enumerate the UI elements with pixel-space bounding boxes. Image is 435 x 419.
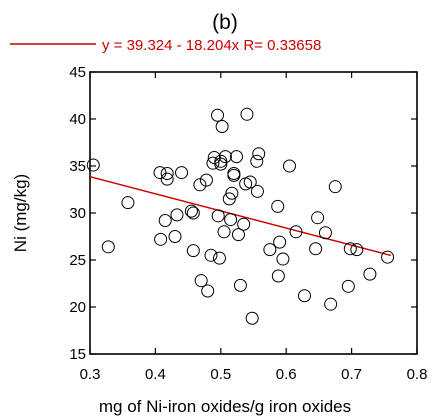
data-point: [186, 206, 200, 220]
data-point: [211, 209, 225, 223]
data-point: [282, 159, 296, 173]
data-point: [206, 156, 220, 170]
regression-line: [89, 176, 392, 257]
data-point: [229, 150, 243, 164]
data-points: [86, 107, 395, 325]
x-tick-label: 0.5: [210, 366, 231, 383]
data-point: [217, 225, 231, 239]
data-point: [381, 250, 395, 264]
y-axis-label: Ni (mg/kg): [11, 174, 30, 252]
data-point: [276, 252, 290, 266]
y-tick-label: 15: [69, 346, 86, 363]
legend-fit-label: y = 39.324 - 18.204x R= 0.33658: [102, 37, 321, 54]
data-point: [271, 269, 285, 283]
x-tick-label: 0.3: [80, 366, 101, 383]
data-point: [252, 147, 266, 161]
data-point: [218, 150, 232, 164]
data-point: [324, 297, 338, 311]
data-point: [227, 167, 241, 181]
data-point: [318, 226, 332, 240]
data-point: [343, 242, 357, 256]
data-point: [186, 244, 200, 258]
axis-ticks: 0.3 0.4 0.5 0.6 0.7 0.8 15 20 25 30 35 40 45: [69, 64, 427, 383]
data-point: [201, 284, 215, 298]
data-point: [298, 289, 312, 303]
data-point: [341, 279, 355, 293]
data-point: [250, 184, 264, 198]
data-point: [160, 167, 174, 181]
data-point: [168, 230, 182, 243]
data-point: [160, 172, 174, 186]
data-point: [237, 217, 251, 231]
data-point: [214, 154, 228, 168]
y-tick-label: 35: [69, 158, 86, 175]
data-point: [86, 158, 100, 172]
data-point: [363, 267, 377, 281]
y-tick-label: 40: [69, 111, 86, 128]
data-point: [231, 228, 245, 242]
data-point: [350, 243, 364, 257]
data-point: [240, 107, 254, 121]
data-point: [243, 175, 257, 189]
data-point: [184, 204, 198, 218]
y-tick-label: 20: [69, 299, 86, 316]
data-point: [175, 166, 189, 180]
data-point: [101, 240, 115, 254]
data-point: [121, 196, 135, 210]
data-point: [289, 225, 303, 239]
plot-area: [89, 71, 418, 355]
data-point: [309, 242, 323, 256]
x-tick-label: 0.6: [276, 366, 297, 383]
data-point: [194, 274, 208, 288]
data-point: [211, 108, 225, 122]
data-point: [271, 199, 285, 213]
data-point: [207, 151, 221, 165]
chart-title: (b): [212, 11, 238, 34]
legend: y = 39.324 - 18.204x R= 0.33658: [10, 37, 321, 54]
y-tick-label: 30: [69, 205, 86, 222]
x-tick-label: 0.4: [145, 366, 166, 383]
data-point: [215, 120, 229, 134]
data-point: [158, 214, 172, 228]
x-axis-label: mg of Ni-iron oxides/g iron oxides: [99, 397, 351, 416]
data-point: [250, 154, 264, 168]
data-point: [225, 186, 239, 200]
data-point: [224, 213, 238, 227]
data-point: [233, 278, 247, 292]
data-point: [245, 311, 259, 325]
x-tick-label: 0.8: [407, 366, 428, 383]
data-point: [193, 178, 207, 192]
data-point: [222, 192, 236, 206]
fit-line-layer: [89, 176, 392, 257]
data-point: [154, 232, 168, 246]
data-point: [170, 208, 184, 222]
data-point: [263, 243, 277, 257]
data-point: [153, 166, 167, 180]
x-tick-label: 0.7: [341, 366, 362, 383]
data-point: [273, 235, 287, 249]
data-point: [214, 157, 228, 171]
data-point: [199, 173, 213, 187]
data-point: [328, 180, 342, 194]
y-tick-label: 45: [69, 64, 86, 81]
data-point: [311, 211, 325, 225]
y-tick-label: 25: [69, 252, 86, 269]
data-point: [212, 251, 226, 265]
data-point: [204, 248, 218, 262]
